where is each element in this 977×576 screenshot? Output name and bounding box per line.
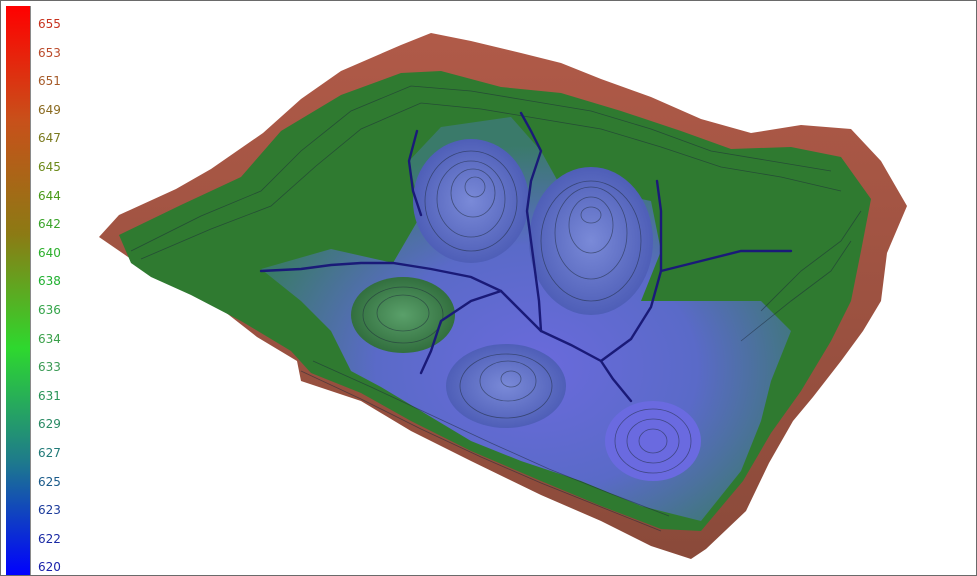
legend-tick-label: 640 [38, 245, 61, 260]
legend-tick-label: 651 [38, 74, 61, 89]
legend-tick-label: 625 [38, 474, 61, 489]
elevation-colorbar [6, 6, 31, 575]
legend-tick-label: 638 [38, 274, 61, 289]
drainage-network [259, 111, 793, 403]
legend-tick-label: 655 [38, 17, 61, 31]
legend-tick-label: 634 [38, 331, 61, 346]
legend-tick-label: 642 [38, 217, 61, 232]
legend-tick-label: 653 [38, 45, 61, 60]
legend-tick-label: 645 [38, 160, 61, 174]
legend-tick-label: 623 [38, 503, 61, 518]
terrain-hill-west [351, 277, 455, 353]
legend-tick-label: 649 [38, 102, 61, 117]
legend-tick-label: 644 [38, 188, 61, 203]
legend-tick-label: 620 [38, 560, 61, 575]
terrain-hill-east [529, 167, 653, 315]
legend-tick-label: 647 [38, 131, 61, 146]
legend-tick-label: 622 [38, 531, 61, 546]
contour-lines [130, 85, 862, 532]
terrain-hill-north [413, 139, 529, 263]
legend-tick-label: 627 [38, 446, 61, 460]
legend-tick-label: 633 [38, 360, 61, 375]
legend-tick-label: 631 [38, 388, 61, 403]
terrain-depression [605, 401, 701, 481]
legend-tick-label: 636 [38, 303, 61, 317]
legend-tick-label: 629 [38, 417, 61, 432]
